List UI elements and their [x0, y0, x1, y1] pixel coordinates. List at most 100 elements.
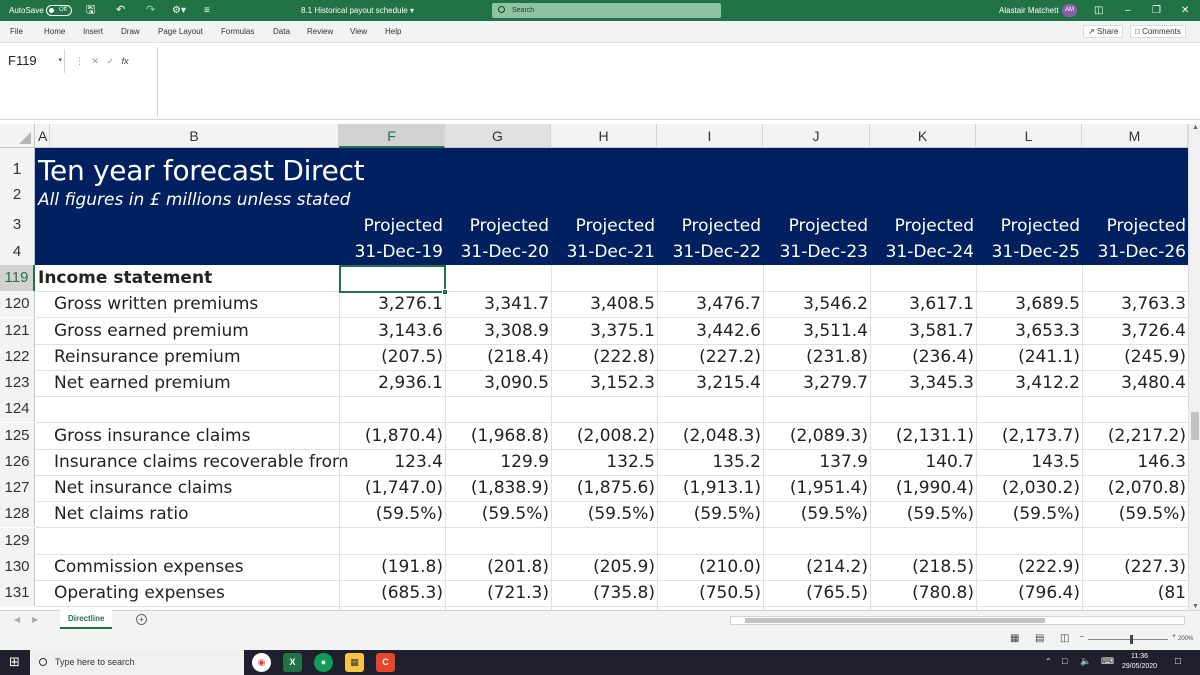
sheet-title[interactable]: Ten year forecast Direct: [38, 154, 365, 187]
ribbon-display-icon[interactable]: ◫: [1094, 5, 1104, 16]
cell-m122[interactable]: (245.9): [1124, 347, 1186, 367]
cell-l126[interactable]: 143.5: [1031, 452, 1080, 472]
normal-view-icon[interactable]: ▦: [1010, 633, 1020, 644]
row-header-131[interactable]: 131: [0, 580, 35, 606]
col-header-j[interactable]: J: [763, 124, 870, 148]
cell-g126[interactable]: 129.9: [500, 452, 549, 472]
period-date-j[interactable]: 31-Dec-23: [779, 242, 868, 262]
row-label[interactable]: Gross written premiums: [54, 294, 259, 314]
row-label[interactable]: Net insurance claims: [54, 478, 233, 498]
cell-m123[interactable]: 3,480.4: [1121, 373, 1186, 393]
camtasia-icon[interactable]: C: [376, 653, 395, 672]
col-header-l[interactable]: L: [976, 124, 1082, 148]
cell-i126[interactable]: 135.2: [712, 452, 761, 472]
tab-page-layout[interactable]: Page Layout: [158, 27, 203, 36]
projected-label-k[interactable]: Projected: [894, 216, 974, 236]
tab-draw[interactable]: Draw: [121, 27, 140, 36]
cell-m127[interactable]: (2,070.8): [1107, 478, 1186, 498]
tab-review[interactable]: Review: [307, 27, 334, 36]
fill-handle[interactable]: [442, 289, 448, 295]
cell-l120[interactable]: 3,689.5: [1015, 294, 1080, 314]
col-header-f[interactable]: F: [339, 124, 445, 148]
cell-g120[interactable]: 3,341.7: [484, 294, 549, 314]
cell-j128[interactable]: (59.5%): [800, 504, 868, 524]
row-header-130[interactable]: 130: [0, 554, 35, 580]
next-sheet-icon[interactable]: ▶: [32, 615, 39, 624]
row-header-122[interactable]: 122: [0, 344, 35, 370]
cell-h123[interactable]: 3,152.3: [590, 373, 655, 393]
row-label[interactable]: Operating expenses: [54, 583, 225, 603]
period-date-g[interactable]: 31-Dec-20: [460, 242, 549, 262]
projected-label-j[interactable]: Projected: [788, 216, 868, 236]
period-date-f[interactable]: 31-Dec-19: [354, 242, 443, 262]
cell-l131[interactable]: (796.4): [1018, 583, 1080, 603]
active-cell-f119[interactable]: [339, 265, 448, 295]
row-header-123[interactable]: 123: [0, 370, 35, 396]
period-date-l[interactable]: 31-Dec-25: [991, 242, 1080, 262]
clock[interactable]: 11:36 29/05/2020: [1122, 652, 1157, 672]
chrome-icon[interactable]: ◉: [252, 653, 271, 672]
cell-m131[interactable]: (81: [1157, 583, 1186, 603]
prev-sheet-icon[interactable]: ◀: [14, 615, 21, 624]
cell-k127[interactable]: (1,990.4): [895, 478, 974, 498]
tab-data[interactable]: Data: [273, 27, 290, 36]
scroll-up-icon[interactable]: ▲: [1192, 124, 1199, 131]
cell-j131[interactable]: (765.5): [806, 583, 868, 603]
name-box[interactable]: F119 ▾: [3, 49, 65, 73]
cell-j123[interactable]: 3,279.7: [803, 373, 868, 393]
cell-h125[interactable]: (2,008.2): [576, 426, 655, 446]
cell-m125[interactable]: (2,217.2): [1107, 426, 1186, 446]
windows-start-icon[interactable]: ⊞: [9, 654, 20, 669]
volume-icon[interactable]: 🔈: [1080, 656, 1092, 666]
cell-l128[interactable]: (59.5%): [1012, 504, 1080, 524]
cell-i125[interactable]: (2,048.3): [682, 426, 761, 446]
cell-h120[interactable]: 3,408.5: [590, 294, 655, 314]
cell-m121[interactable]: 3,726.4: [1121, 321, 1186, 341]
network-icon[interactable]: □: [1062, 656, 1068, 666]
cell-i127[interactable]: (1,913.1): [682, 478, 761, 498]
projected-label-m[interactable]: Projected: [1106, 216, 1186, 236]
customize-icon[interactable]: ⚙▾: [172, 5, 186, 16]
period-date-i[interactable]: 31-Dec-22: [672, 242, 761, 262]
cell-g131[interactable]: (721.3): [487, 583, 549, 603]
cell-m126[interactable]: 146.3: [1137, 452, 1186, 472]
row-label[interactable]: Net earned premium: [54, 373, 231, 393]
cell-h126[interactable]: 132.5: [606, 452, 655, 472]
tab-insert[interactable]: Insert: [83, 27, 104, 36]
tab-help[interactable]: Help: [385, 27, 402, 36]
projected-label-h[interactable]: Projected: [575, 216, 655, 236]
cell-f128[interactable]: (59.5%): [375, 504, 443, 524]
page-break-view-icon[interactable]: ◫: [1060, 633, 1070, 644]
cell-j126[interactable]: 137.9: [819, 452, 868, 472]
cell-k131[interactable]: (780.8): [912, 583, 974, 603]
cell-l127[interactable]: (2,030.2): [1001, 478, 1080, 498]
file-explorer-icon[interactable]: ▦: [345, 653, 364, 672]
row-header-121[interactable]: 121: [0, 318, 35, 344]
tab-formulas[interactable]: Formulas: [221, 27, 255, 36]
row-label[interactable]: Income statement: [38, 268, 213, 288]
tab-file[interactable]: File: [10, 27, 23, 36]
cell-k125[interactable]: (2,131.1): [895, 426, 974, 446]
cell-k123[interactable]: 3,345.3: [909, 373, 974, 393]
formula-input[interactable]: [157, 47, 1185, 117]
select-all-button[interactable]: [0, 124, 35, 148]
cell-k120[interactable]: 3,617.1: [909, 294, 974, 314]
undo-icon[interactable]: ↶: [116, 4, 126, 16]
redo-icon[interactable]: ↷: [146, 4, 156, 16]
cell-m128[interactable]: (59.5%): [1118, 504, 1186, 524]
user-name[interactable]: Alastair Matchett: [999, 6, 1059, 15]
sheet-tab-directline[interactable]: Directline: [60, 610, 113, 629]
cell-i128[interactable]: (59.5%): [693, 504, 761, 524]
cell-j127[interactable]: (1,951.4): [789, 478, 868, 498]
row-label[interactable]: Reinsurance premium: [54, 347, 241, 367]
qat-more-icon[interactable]: ≡: [204, 5, 210, 16]
projected-label-i[interactable]: Projected: [681, 216, 761, 236]
cell-h128[interactable]: (59.5%): [587, 504, 655, 524]
col-header-g[interactable]: G: [445, 124, 551, 148]
cell-j122[interactable]: (231.8): [806, 347, 868, 367]
projected-label-f[interactable]: Projected: [363, 216, 443, 236]
row-header-3[interactable]: 3: [0, 208, 35, 239]
projected-label-g[interactable]: Projected: [469, 216, 549, 236]
cell-g125[interactable]: (1,968.8): [470, 426, 549, 446]
cell-i131[interactable]: (750.5): [699, 583, 761, 603]
